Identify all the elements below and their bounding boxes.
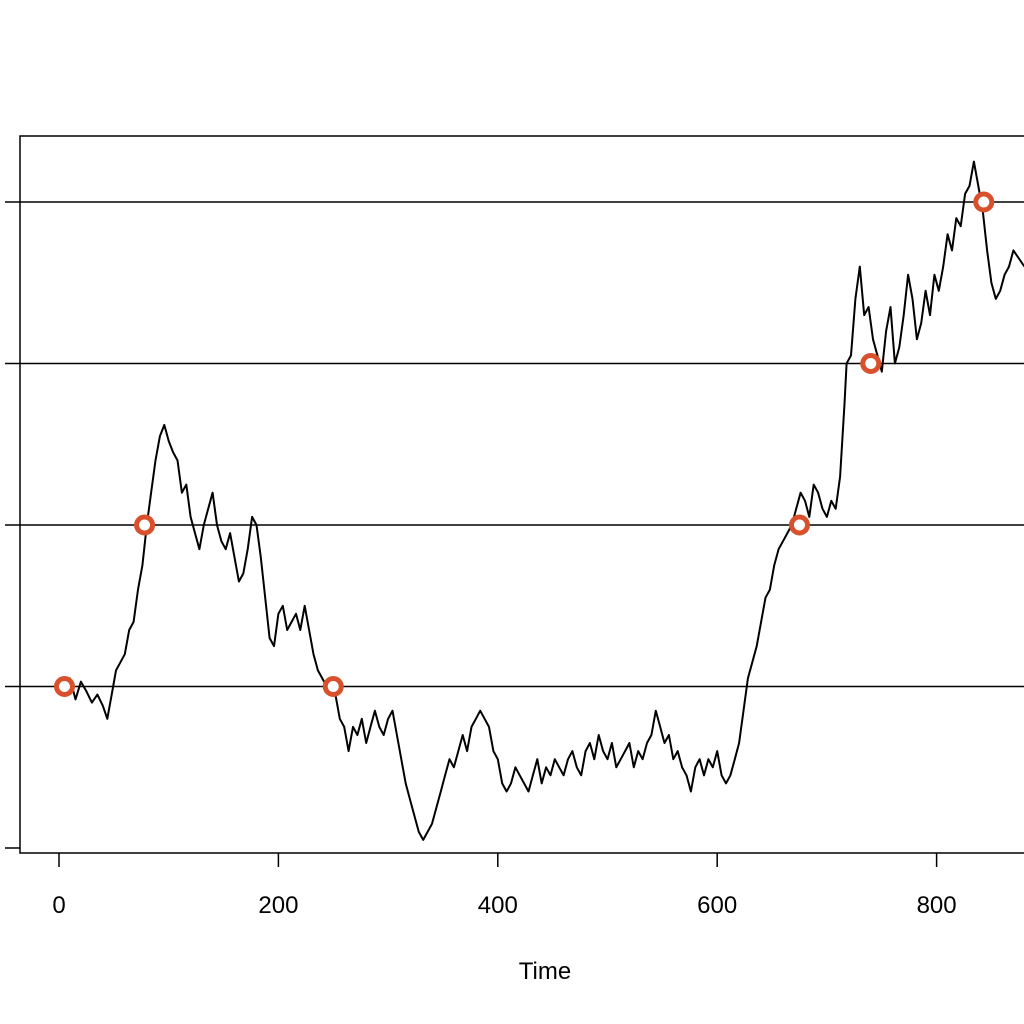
- x-tick-label-2: 400: [478, 892, 518, 919]
- highlighted-point-1: [134, 514, 156, 536]
- y-axis-ticks: [5, 201, 20, 849]
- x-axis: 0 200 400 600 800: [52, 853, 957, 919]
- x-tick-label-3: 600: [697, 892, 737, 919]
- highlighted-point-0: [53, 676, 75, 697]
- highlighted-point-4: [860, 353, 882, 374]
- plot-frame: [19, 135, 1024, 854]
- reference-lines: [20, 201, 1024, 688]
- x-tick-label-1: 200: [258, 892, 298, 919]
- series-line: [58, 160, 1024, 841]
- highlighted-point-3: [788, 514, 810, 536]
- x-tick-label-0: 0: [52, 892, 65, 919]
- highlighted-point-5: [973, 191, 995, 213]
- highlighted-points: [53, 191, 995, 697]
- x-tick-label-4: 800: [917, 892, 957, 919]
- x-axis-title: Time: [519, 958, 571, 985]
- highlighted-point-2: [322, 676, 344, 697]
